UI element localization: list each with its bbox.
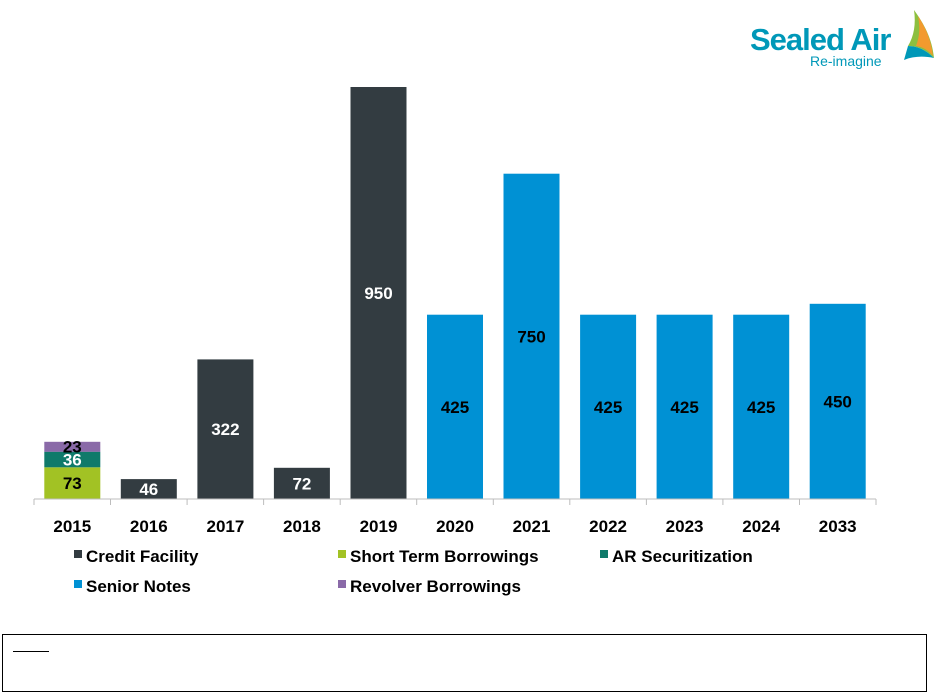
bar-senior-notes-2021 [503, 173, 560, 499]
data-label-senior-notes-2021: 750 [517, 327, 545, 346]
legend-label-senior-notes: Senior Notes [86, 577, 191, 596]
data-label-short-term-borrowings-2015: 73 [63, 474, 82, 493]
bar-senior-notes-2023 [656, 314, 713, 499]
x-tick-label-2019: 2019 [360, 517, 398, 536]
x-tick-label-2018: 2018 [283, 517, 321, 536]
legend-swatch-revolver-borrowings [338, 580, 346, 588]
bar-senior-notes-2024 [733, 314, 790, 499]
x-axis-ticks: 2015 2016 2017 2018 2019 2020 2021 2022 2023 2024… [33, 499, 877, 536]
logo-sail-icon [904, 10, 934, 60]
x-tick-label-2015: 2015 [53, 517, 91, 536]
legend-label-ar-securitization: AR Securitization [612, 547, 753, 566]
data-label-credit-facility-2016: 46 [139, 480, 158, 499]
bar-senior-notes-2033 [809, 303, 866, 499]
data-label-credit-facility-2019: 950 [364, 284, 392, 303]
legend: Credit Facility Short Term Borrowings AR S… [74, 547, 753, 596]
legend-label-revolver-borrowings: Revolver Borrowings [350, 577, 521, 596]
data-label-senior-notes-2022: 425 [594, 398, 622, 417]
bar-credit-facility-2017 [197, 359, 254, 499]
x-tick-label-2024: 2024 [742, 517, 780, 536]
legend-swatch-ar-securitization [600, 550, 608, 558]
data-label-ar-securitization-2015: 36 [63, 451, 82, 470]
x-tick-label-2020: 2020 [436, 517, 474, 536]
bar-credit-facility-2016 [120, 479, 177, 499]
notes-box [2, 634, 927, 692]
sealed-air-logo: Sealed Air Re-imagine [750, 10, 934, 69]
bar-revolver-borrowings-2015 [44, 441, 101, 452]
data-label-senior-notes-2020: 425 [441, 398, 469, 417]
x-tick-label-2017: 2017 [206, 517, 244, 536]
legend-swatch-short-term-borrowings [338, 550, 346, 558]
x-tick-label-2023: 2023 [666, 517, 704, 536]
bar-ar-securitization-2015 [44, 451, 101, 468]
x-tick-label-2016: 2016 [130, 517, 168, 536]
legend-label-credit-facility: Credit Facility [86, 547, 199, 566]
legend-label-short-term-borrowings: Short Term Borrowings [350, 547, 539, 566]
x-tick-label-2021: 2021 [513, 517, 551, 536]
bar-short-term-borrowings-2015 [44, 467, 101, 499]
notes-rule [13, 651, 49, 652]
bar-senior-notes-2022 [580, 314, 637, 499]
data-label-credit-facility-2018: 72 [292, 474, 311, 493]
x-tick-label-2033: 2033 [819, 517, 857, 536]
data-label-credit-facility-2017: 322 [211, 420, 239, 439]
data-label-senior-notes-2023: 425 [670, 398, 698, 417]
logo-brand-text: Sealed Air [750, 22, 891, 57]
x-tick-label-2022: 2022 [589, 517, 627, 536]
logo-tagline-text: Re-imagine [810, 53, 882, 69]
bar-credit-facility-2018 [273, 467, 330, 499]
data-label-revolver-borrowings-2015: 23 [63, 438, 82, 457]
bar-credit-facility-2019 [350, 87, 407, 499]
data-label-senior-notes-2024: 425 [747, 398, 775, 417]
data-label-senior-notes-2033: 450 [824, 392, 852, 411]
bar-senior-notes-2020 [427, 314, 483, 499]
legend-swatch-credit-facility [74, 550, 82, 558]
legend-swatch-senior-notes [74, 580, 82, 588]
